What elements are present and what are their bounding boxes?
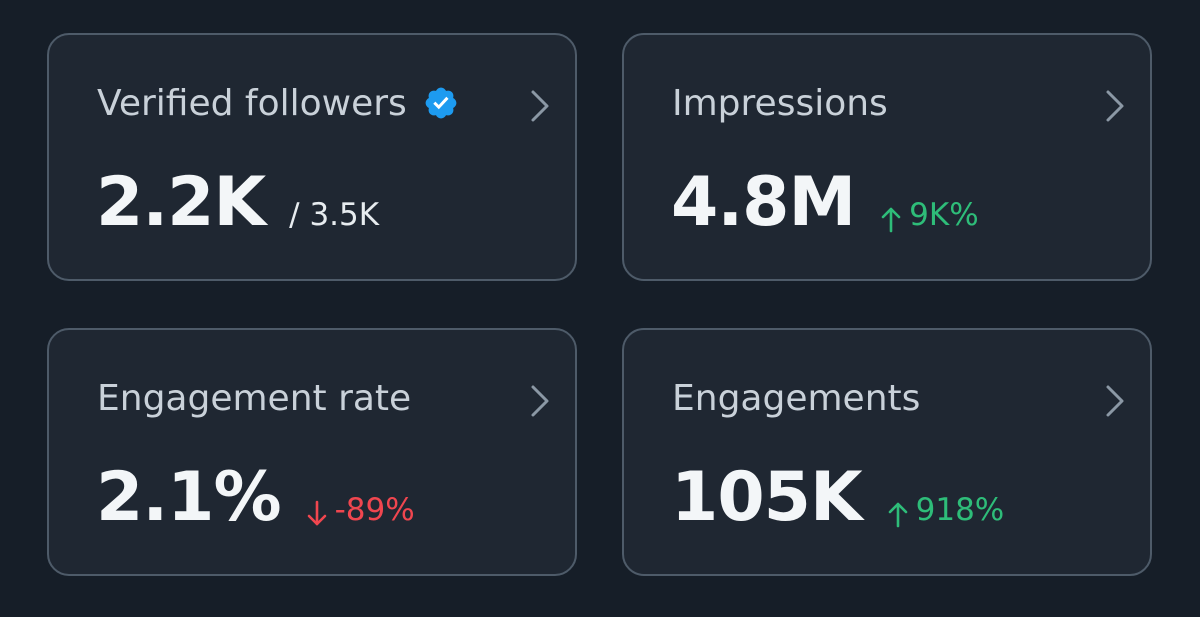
- chevron-right-icon[interactable]: [1104, 384, 1126, 418]
- metric-value: 2.2K: [96, 163, 266, 242]
- metric-change-positive: 9K%: [879, 197, 979, 233]
- metric-change-positive: 918%: [886, 492, 1005, 528]
- chevron-right-icon[interactable]: [529, 384, 551, 418]
- metric-value: 2.1%: [96, 458, 282, 537]
- metric-value-row: 2.2K / 3.5K: [96, 163, 379, 243]
- chevron-right-icon[interactable]: [529, 89, 551, 123]
- card-title: Verified followers: [97, 79, 459, 127]
- card-title: Impressions: [672, 79, 888, 127]
- metric-card-engagement-rate[interactable]: Engagement rate 2.1% -89%: [47, 328, 577, 576]
- arrow-up-icon: [881, 207, 901, 233]
- chevron-right-icon[interactable]: [1104, 89, 1126, 123]
- card-title-label: Engagements: [672, 377, 921, 419]
- card-title-label: Impressions: [672, 82, 888, 124]
- metric-value-row: 2.1% -89%: [96, 458, 415, 538]
- card-title: Engagements: [672, 374, 920, 422]
- arrow-down-icon: [307, 500, 326, 526]
- metric-card-verified-followers[interactable]: Verified followers 2.2K / 3.5K: [47, 33, 577, 281]
- metric-value: 105K: [671, 458, 863, 537]
- card-title-label: Engagement rate: [97, 377, 412, 419]
- metric-value: 4.8M: [671, 163, 856, 242]
- card-title-label: Verified followers: [97, 82, 407, 124]
- metric-change-value: 918%: [915, 492, 1005, 528]
- metric-change-negative: -89%: [305, 492, 415, 528]
- metric-value-row: 4.8M 9K%: [671, 163, 979, 243]
- metric-card-impressions[interactable]: Impressions 4.8M 9K%: [622, 33, 1152, 281]
- metric-value-row: 105K 918%: [671, 458, 1004, 538]
- card-title: Engagement rate: [97, 374, 411, 422]
- arrow-up-icon: [888, 502, 907, 528]
- metric-total: / 3.5K: [289, 197, 380, 233]
- metric-card-engagements[interactable]: Engagements 105K 918%: [622, 328, 1152, 576]
- metric-change-value: 9K%: [909, 197, 979, 233]
- verified-badge-icon: [425, 87, 457, 119]
- metric-change-value: -89%: [334, 492, 415, 528]
